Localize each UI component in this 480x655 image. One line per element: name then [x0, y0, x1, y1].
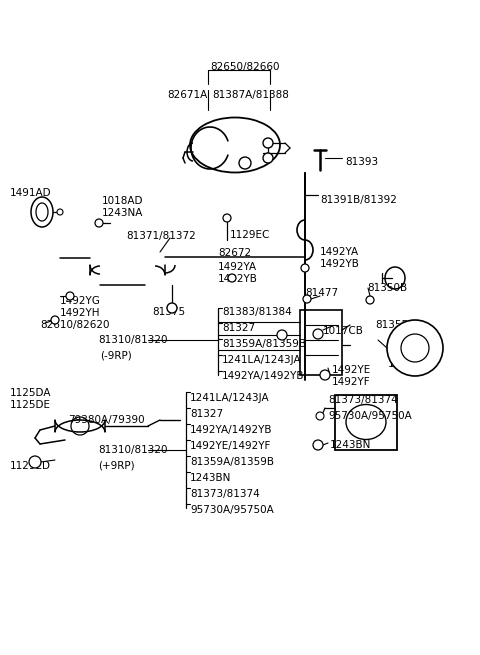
Text: 1243BN: 1243BN [190, 473, 231, 483]
Text: 81359A/81359B: 81359A/81359B [190, 457, 274, 467]
Circle shape [303, 295, 311, 303]
Circle shape [95, 219, 103, 227]
Circle shape [313, 440, 323, 450]
Text: 81477: 81477 [305, 288, 338, 298]
Text: 1241LA
1243JA: 1241LA 1243JA [388, 347, 428, 369]
Text: 81383/81384: 81383/81384 [222, 307, 292, 317]
Circle shape [277, 330, 287, 340]
Text: 81355B: 81355B [375, 320, 415, 330]
Text: 82650/82660: 82650/82660 [210, 62, 280, 72]
Bar [300, 310, 342, 375]
Text: 81327: 81327 [222, 323, 255, 333]
Circle shape [263, 138, 273, 148]
Circle shape [228, 274, 236, 282]
Text: 1017CB: 1017CB [323, 326, 364, 336]
Bar [335, 395, 397, 450]
Text: 82671A: 82671A [167, 90, 207, 100]
Circle shape [320, 370, 330, 380]
Text: 1492YE
1492YF: 1492YE 1492YF [332, 365, 371, 386]
Circle shape [316, 412, 324, 420]
Text: (+9RP): (+9RP) [98, 461, 134, 471]
Circle shape [57, 209, 63, 215]
Text: 1492YG
1492YH: 1492YG 1492YH [60, 296, 101, 318]
Circle shape [401, 334, 429, 362]
Text: 1129ED: 1129ED [10, 461, 51, 471]
Text: 95730A/95750A: 95730A/95750A [190, 505, 274, 515]
Text: 1241LA/1243JA: 1241LA/1243JA [222, 355, 301, 365]
Text: 81327: 81327 [190, 409, 223, 419]
Text: 1491AD: 1491AD [10, 188, 52, 198]
Text: 81310/81320: 81310/81320 [98, 335, 168, 345]
Text: 1492YA
1492YB: 1492YA 1492YB [218, 262, 258, 284]
Text: 81393: 81393 [345, 157, 378, 167]
Text: 1241LA/1243JA: 1241LA/1243JA [190, 393, 270, 403]
Text: 1492YA/1492YB: 1492YA/1492YB [222, 371, 304, 381]
Text: 81371/81372: 81371/81372 [126, 231, 196, 241]
Circle shape [301, 264, 309, 272]
Text: 1125DA
1125DE: 1125DA 1125DE [10, 388, 51, 409]
Text: 1018AD
1243NA: 1018AD 1243NA [102, 196, 144, 217]
Circle shape [366, 296, 374, 304]
Text: 1492YE/1492YF: 1492YE/1492YF [190, 441, 271, 451]
Circle shape [263, 153, 273, 163]
Circle shape [239, 157, 251, 169]
Text: 81350B: 81350B [367, 283, 407, 293]
Circle shape [51, 316, 59, 324]
Text: 81375: 81375 [152, 307, 185, 317]
Text: 81310/81320: 81310/81320 [98, 445, 168, 455]
Text: 81373/81374: 81373/81374 [328, 395, 398, 405]
Text: 1492YA/1492YB: 1492YA/1492YB [190, 425, 273, 435]
Text: 81391B/81392: 81391B/81392 [320, 195, 397, 205]
Circle shape [313, 329, 323, 339]
Text: 1492YA
1492YB: 1492YA 1492YB [320, 247, 360, 269]
Circle shape [66, 292, 74, 300]
Circle shape [387, 320, 443, 376]
Text: 82610/82620: 82610/82620 [40, 320, 109, 330]
Text: 81359A/81359B: 81359A/81359B [222, 339, 306, 349]
Text: 1129EC: 1129EC [230, 230, 270, 240]
Text: 95730A/95750A: 95730A/95750A [328, 411, 412, 421]
Circle shape [223, 214, 231, 222]
Text: 81373/81374: 81373/81374 [190, 489, 260, 499]
Text: (-9RP): (-9RP) [100, 351, 132, 361]
Text: 82672: 82672 [218, 248, 251, 258]
Circle shape [29, 456, 41, 468]
Text: 81387A/81388: 81387A/81388 [212, 90, 289, 100]
Text: 1243BN: 1243BN [330, 440, 372, 450]
Text: 79380A/79390: 79380A/79390 [68, 415, 144, 425]
Circle shape [167, 303, 177, 313]
